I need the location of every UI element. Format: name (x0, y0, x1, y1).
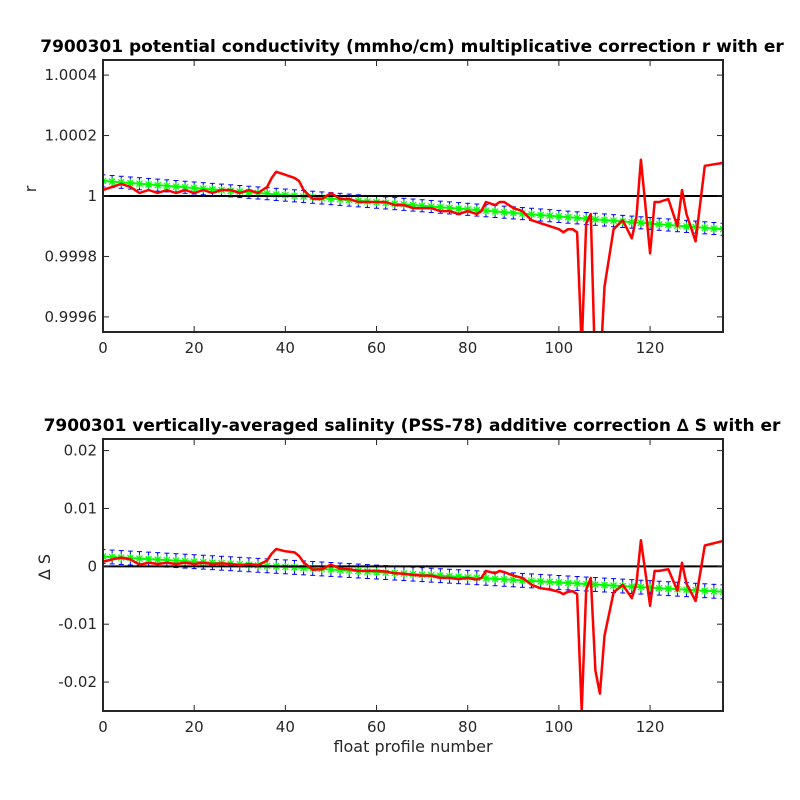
top-x-tick-label: 60 (367, 339, 386, 357)
top-plot-area: 0 20 40 60 80 100 120 0.9996 0.9998 1 1.0002 1.0004 (45, 59, 724, 357)
bottom-fit-marker (546, 578, 554, 586)
bottom-x-tick-label: 100 (545, 718, 574, 736)
bottom-y-tick-label: -0.02 (58, 673, 97, 691)
top-fit-marker (546, 212, 554, 220)
bottom-x-tick-label: 80 (458, 718, 477, 736)
bottom-fit-marker (103, 555, 107, 560)
bottom-fit-marker (555, 579, 563, 586)
top-fit-marker (537, 211, 545, 219)
bottom-fit-marker (136, 555, 143, 562)
top-fit-marker (591, 215, 599, 223)
bottom-fit-marker (103, 553, 107, 558)
bottom-y-tick-label: -0.01 (58, 615, 97, 633)
top-fit-marker (500, 208, 508, 216)
top-fit-marker (154, 181, 162, 189)
bottom-fit-marker (701, 587, 709, 595)
top-fit-marker (491, 208, 499, 215)
top-x-tick-label: 100 (545, 339, 574, 357)
top-fit-marker (683, 222, 690, 230)
bottom-fit-marker (327, 566, 335, 573)
top-y-tick-label: 1 (87, 187, 97, 205)
bottom-fit-marker (564, 579, 572, 587)
bottom-fit-marker (719, 588, 723, 593)
bottom-fit-marker (628, 583, 636, 591)
top-fit-marker (136, 180, 143, 188)
top-fit-marker (701, 224, 709, 232)
top-x-tick-label: 40 (276, 339, 295, 357)
top-fit-marker (528, 210, 535, 218)
top-fit-marker (655, 220, 663, 228)
bottom-fit-marker (500, 575, 508, 583)
top-chart: 7900301 potential conductivity (mmho/cm)… (21, 37, 784, 357)
bottom-fit-marker (482, 574, 490, 582)
bottom-fit-marker (491, 575, 499, 583)
top-fit-marker (172, 183, 180, 191)
bottom-x-tick-label: 120 (636, 718, 665, 736)
top-y-tick-label: 1.0002 (45, 127, 98, 145)
top-fit-marker (455, 205, 463, 213)
top-x-tick-label: 0 (98, 339, 108, 357)
top-fit-marker (628, 218, 636, 226)
top-x-tick-label: 80 (458, 339, 477, 357)
bottom-x-tick-label: 20 (185, 718, 204, 736)
top-fit-marker (181, 183, 189, 191)
bottom-fit-marker (655, 584, 663, 592)
top-fit-marker (564, 213, 572, 221)
top-fit-marker (509, 209, 517, 217)
bottom-x-tick-label: 60 (367, 718, 386, 736)
top-fit-marker (555, 213, 563, 220)
top-x-tick-label: 20 (185, 339, 204, 357)
top-data-line (103, 158, 723, 332)
bottom-data-layer (103, 539, 723, 711)
bottom-fit-marker (573, 580, 581, 587)
top-fit-marker (103, 180, 107, 185)
top-x-tick-label: 120 (636, 339, 665, 357)
bottom-plot-area: 0 20 40 60 80 100 120 -0.02 -0.01 0 0.01 0.02 (58, 438, 724, 736)
bottom-fit-marker (637, 583, 645, 591)
top-fit-marker (719, 225, 723, 231)
top-fit-marker (664, 221, 672, 229)
top-y-axis-label: r (21, 185, 40, 192)
bottom-axes-frame (102, 438, 724, 712)
bottom-chart: 7900301 vertically-averaged salinity (PS… (35, 416, 781, 756)
top-fit-marker (610, 217, 618, 225)
bottom-fit-marker (601, 581, 608, 589)
bottom-fit-marker (591, 581, 599, 588)
bottom-fit-marker (664, 585, 672, 593)
top-y-tick-label: 0.9996 (45, 308, 98, 326)
top-fit-marker (573, 214, 581, 222)
bottom-y-tick-label: 0.02 (64, 442, 97, 460)
top-fit-marker (601, 216, 608, 224)
bottom-data-line (103, 539, 723, 711)
bottom-x-tick-label: 40 (276, 718, 295, 736)
bottom-fit-marker (154, 556, 162, 564)
bottom-y-tick-label: 0.01 (64, 499, 97, 517)
bottom-y-axis-label: ∆ S (35, 554, 54, 581)
top-fit-marker (482, 207, 490, 215)
top-data-layer (103, 158, 723, 332)
top-fit-marker (145, 181, 153, 188)
bottom-fit-marker (145, 555, 153, 563)
bottom-fit-marker (719, 590, 723, 596)
top-chart-title: 7900301 potential conductivity (mmho/cm)… (40, 37, 784, 57)
top-fit-marker (637, 219, 645, 227)
bottom-chart-title: 7900301 vertically-averaged salinity (PS… (44, 416, 781, 436)
top-fit-marker (190, 184, 198, 192)
bottom-fit-marker (537, 577, 545, 585)
top-fit-marker (719, 228, 723, 233)
bottom-fit-marker (710, 587, 718, 595)
bottom-fit-marker (509, 576, 517, 584)
top-y-tick-label: 0.9998 (45, 247, 98, 265)
top-fit-marker (710, 225, 718, 232)
top-y-tick-label: 1.0004 (45, 66, 98, 84)
bottom-fit-marker (610, 582, 618, 589)
top-fit-marker (163, 182, 171, 190)
bottom-y-tick-label: 0 (87, 557, 97, 575)
bottom-x-axis-label: float profile number (333, 737, 493, 756)
top-fit-marker (103, 177, 107, 182)
bottom-x-tick-label: 0 (98, 718, 108, 736)
top-fit-marker (108, 178, 116, 186)
top-fit-marker (473, 206, 481, 214)
